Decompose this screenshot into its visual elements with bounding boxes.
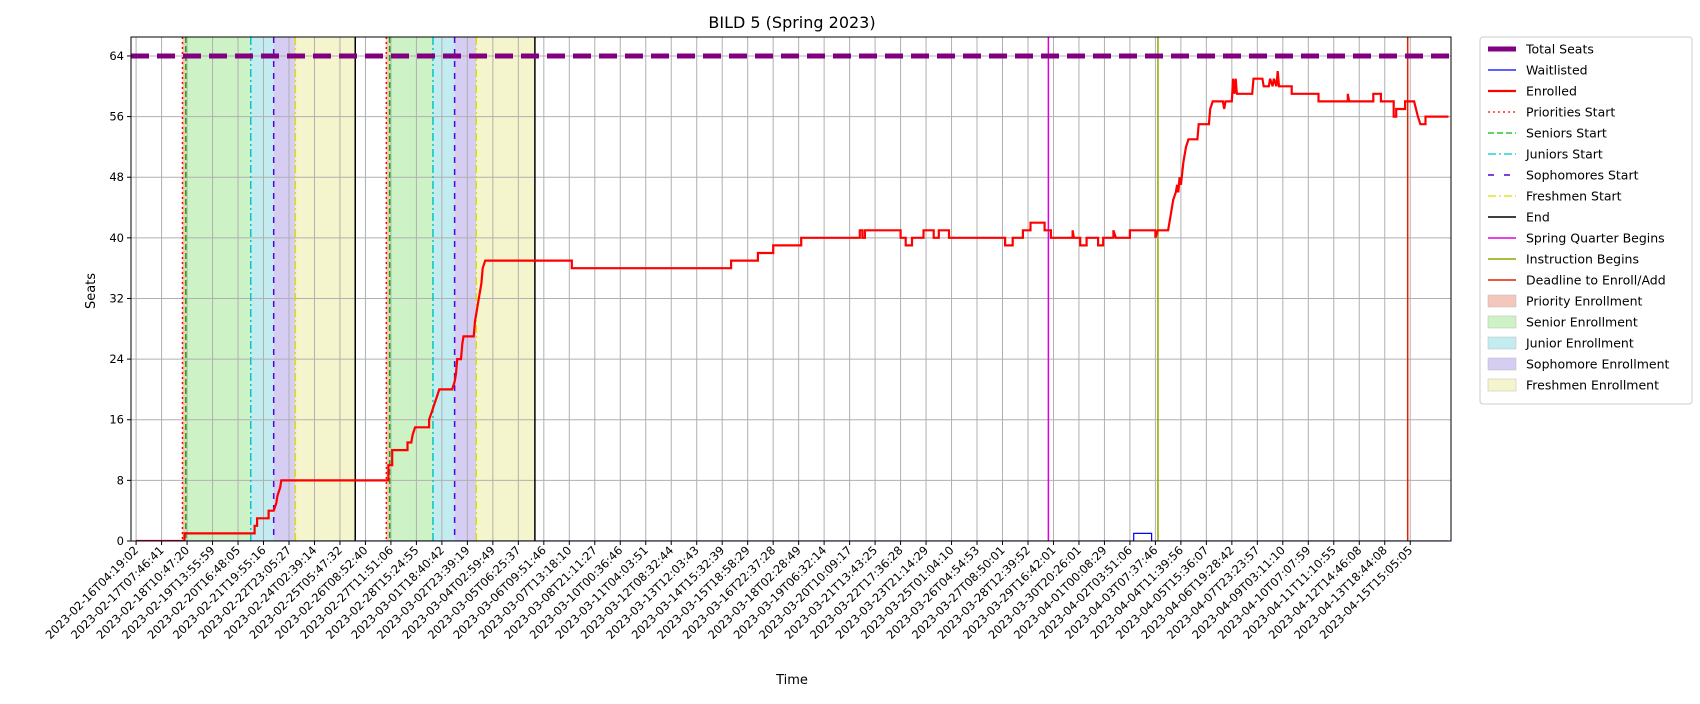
y-tick-label: 32	[109, 291, 124, 305]
legend-entry-label: Junior Enrollment	[1525, 336, 1634, 351]
legend-entry-label: Freshmen Start	[1526, 189, 1622, 204]
legend-entry-label: Spring Quarter Begins	[1526, 231, 1665, 246]
y-tick-label: 8	[117, 473, 124, 487]
shaded-region-junior-enrollment	[250, 37, 274, 541]
series-line-enrolled	[136, 71, 1449, 541]
legend-entry-label: Priority Enrollment	[1526, 294, 1643, 309]
legend-entry-label: End	[1526, 210, 1550, 225]
legend-swatch	[1487, 315, 1517, 329]
shaded-region-freshmen-enrollment	[295, 37, 356, 541]
plot-frame	[130, 36, 1452, 542]
legend-entry-label: Freshmen Enrollment	[1526, 378, 1659, 393]
legend-entry-label: Total Seats	[1525, 42, 1594, 57]
legend-entry-label: Instruction Begins	[1526, 252, 1639, 267]
shaded-region-senior-enrollment	[185, 37, 251, 541]
shaded-region-junior-enrollment	[432, 37, 455, 541]
chart-title: BILD 5 (Spring 2023)	[708, 13, 875, 32]
y-tick-label: 16	[109, 413, 124, 427]
legend-swatch	[1487, 378, 1517, 392]
y-tick-label: 0	[117, 534, 124, 548]
shaded-region-freshmen-enrollment	[476, 37, 535, 541]
legend-entry-label: Deadline to Enroll/Add	[1526, 273, 1666, 288]
series-line-waitlisted	[136, 532, 1449, 541]
legend: Total Seats Waitlisted Enrolled Priorities …	[1479, 36, 1693, 405]
legend-entry-label: Senior Enrollment	[1526, 315, 1638, 330]
legend-entry-label: Waitlisted	[1526, 63, 1588, 78]
shaded-region-priority-enrollment	[386, 37, 390, 541]
shaded-region-sophomore-enrollment	[273, 37, 296, 541]
y-tick-label: 40	[109, 231, 124, 245]
legend-entry-label: Seniors Start	[1526, 126, 1607, 141]
legend-entry-label: Priorities Start	[1526, 105, 1615, 120]
shaded-region-sophomore-enrollment	[454, 37, 477, 541]
y-tick-label: 24	[109, 352, 124, 366]
plot-area: 08162432404856642023-02-16T04:19:022023-…	[43, 36, 1452, 642]
y-tick-label: 64	[109, 49, 124, 63]
legend-swatch	[1487, 357, 1517, 371]
legend-swatch	[1487, 294, 1517, 308]
x-axis-label: Time	[775, 673, 808, 688]
legend-box	[1479, 36, 1693, 405]
legend-entry-label: Sophomore Enrollment	[1526, 357, 1670, 372]
legend-entry-label: Enrolled	[1526, 84, 1577, 99]
y-tick-label: 48	[109, 170, 124, 184]
y-tick-label: 56	[109, 110, 124, 124]
legend-entry-label: Juniors Start	[1525, 147, 1603, 162]
shaded-region-priority-enrollment	[182, 37, 186, 541]
shaded-region-senior-enrollment	[389, 37, 433, 541]
y-axis-label: Seats	[84, 273, 99, 309]
legend-swatch	[1487, 336, 1517, 350]
legend-entry-label: Sophomores Start	[1526, 168, 1639, 183]
